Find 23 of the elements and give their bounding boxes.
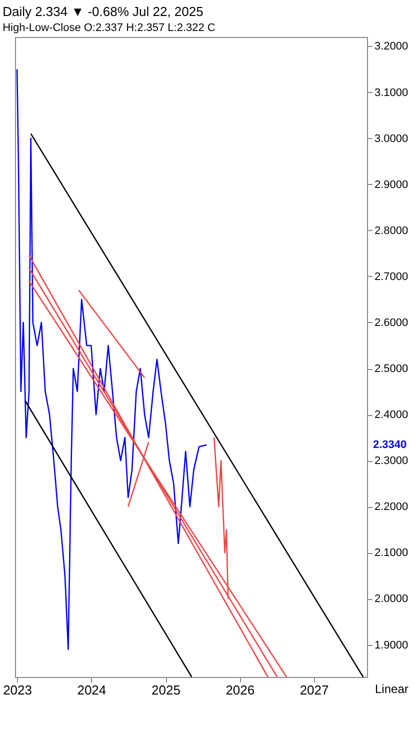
text: Linear — [375, 682, 408, 696]
y-tick-label: 2.4000 — [374, 409, 408, 422]
y-tick-label: 2.1000 — [374, 547, 408, 560]
y-tick-label: 2.8000 — [374, 224, 408, 237]
x-tick-label: 2025 — [152, 682, 180, 698]
x-tick-label: 2026 — [226, 682, 255, 698]
x-tick-label: 2027 — [300, 682, 329, 698]
chart-subtitle: High-Low-Close O:2.337 H:2.357 L:2.322 C — [2, 22, 216, 34]
y-tick-label: 1.9000 — [374, 639, 408, 652]
x-tick-label: 2023 — [3, 682, 32, 698]
y-tick-label: 2.7000 — [374, 270, 408, 283]
x-tick-label: 2024 — [77, 682, 106, 698]
y-tick-label: 2.2000 — [374, 501, 408, 514]
text: 2.3340 — [373, 438, 407, 451]
y-tick-label: 2.3000 — [374, 455, 408, 468]
y-tick-label: 2.5000 — [374, 363, 408, 376]
y-tick-label: 3.0000 — [374, 132, 408, 145]
y-tick-label: 3.1000 — [374, 86, 408, 99]
y-tick-label: 2.9000 — [374, 178, 408, 191]
y-tick-label: 2.6000 — [374, 316, 408, 329]
y-tick-label: 3.2000 — [374, 40, 408, 53]
y-tick-label: 2.0000 — [374, 593, 408, 606]
chart-title: Daily 2.334 ▼ -0.68% Jul 22, 2025 — [2, 4, 204, 19]
